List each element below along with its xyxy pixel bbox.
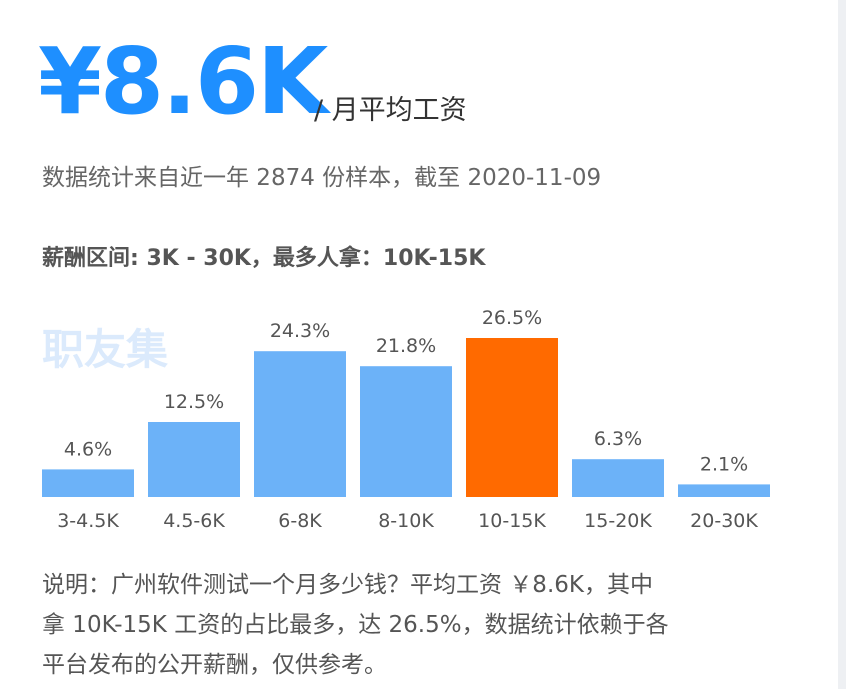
- watermark: 职友集: [42, 325, 169, 374]
- bar: [42, 469, 134, 497]
- bar: [572, 459, 664, 497]
- note-line: 平台发布的公开薪酬，仅供参考。: [42, 652, 387, 678]
- value-label: 24.3%: [270, 320, 330, 342]
- bar: [466, 338, 558, 497]
- value-label: 26.5%: [482, 307, 542, 329]
- average-salary-unit: / 月平均工资: [314, 95, 467, 126]
- x-tick-label: 3-4.5K: [57, 510, 119, 532]
- chart: 4.6% 3-4.5K 12.5% 4.5-6K 24.3% 6-8K 21.8% 8-10K…: [42, 307, 770, 532]
- value-label: 6.3%: [594, 428, 642, 450]
- average-salary: ¥8.6K: [38, 28, 328, 135]
- x-tick-label: 15-20K: [584, 510, 652, 532]
- value-label: 2.1%: [700, 453, 748, 475]
- bar: [254, 351, 346, 497]
- value-label: 4.6%: [64, 438, 112, 460]
- x-tick-label: 8-10K: [378, 510, 434, 532]
- value-label: 21.8%: [376, 335, 436, 357]
- x-tick-label: 20-30K: [690, 510, 758, 532]
- x-tick-label: 10-15K: [478, 510, 546, 532]
- bar: [148, 422, 240, 497]
- note-line: 拿 10K-15K 工资的占比最多，达 26.5%，数据统计依赖于各: [42, 612, 669, 638]
- x-tick-label: 6-8K: [278, 510, 322, 532]
- note-line: 说明：广州软件测试一个月多少钱？平均工资 ￥8.6K，其中: [42, 572, 653, 598]
- bar: [678, 484, 770, 497]
- value-label: 12.5%: [164, 391, 224, 413]
- x-tick-label: 4.5-6K: [163, 510, 225, 532]
- bar: [360, 366, 452, 497]
- salary-range: 薪酬区间: 3K - 30K，最多人拿：10K-15K: [42, 246, 486, 271]
- subtitle: 数据统计来自近一年 2874 份样本，截至 2020-11-09: [42, 165, 602, 191]
